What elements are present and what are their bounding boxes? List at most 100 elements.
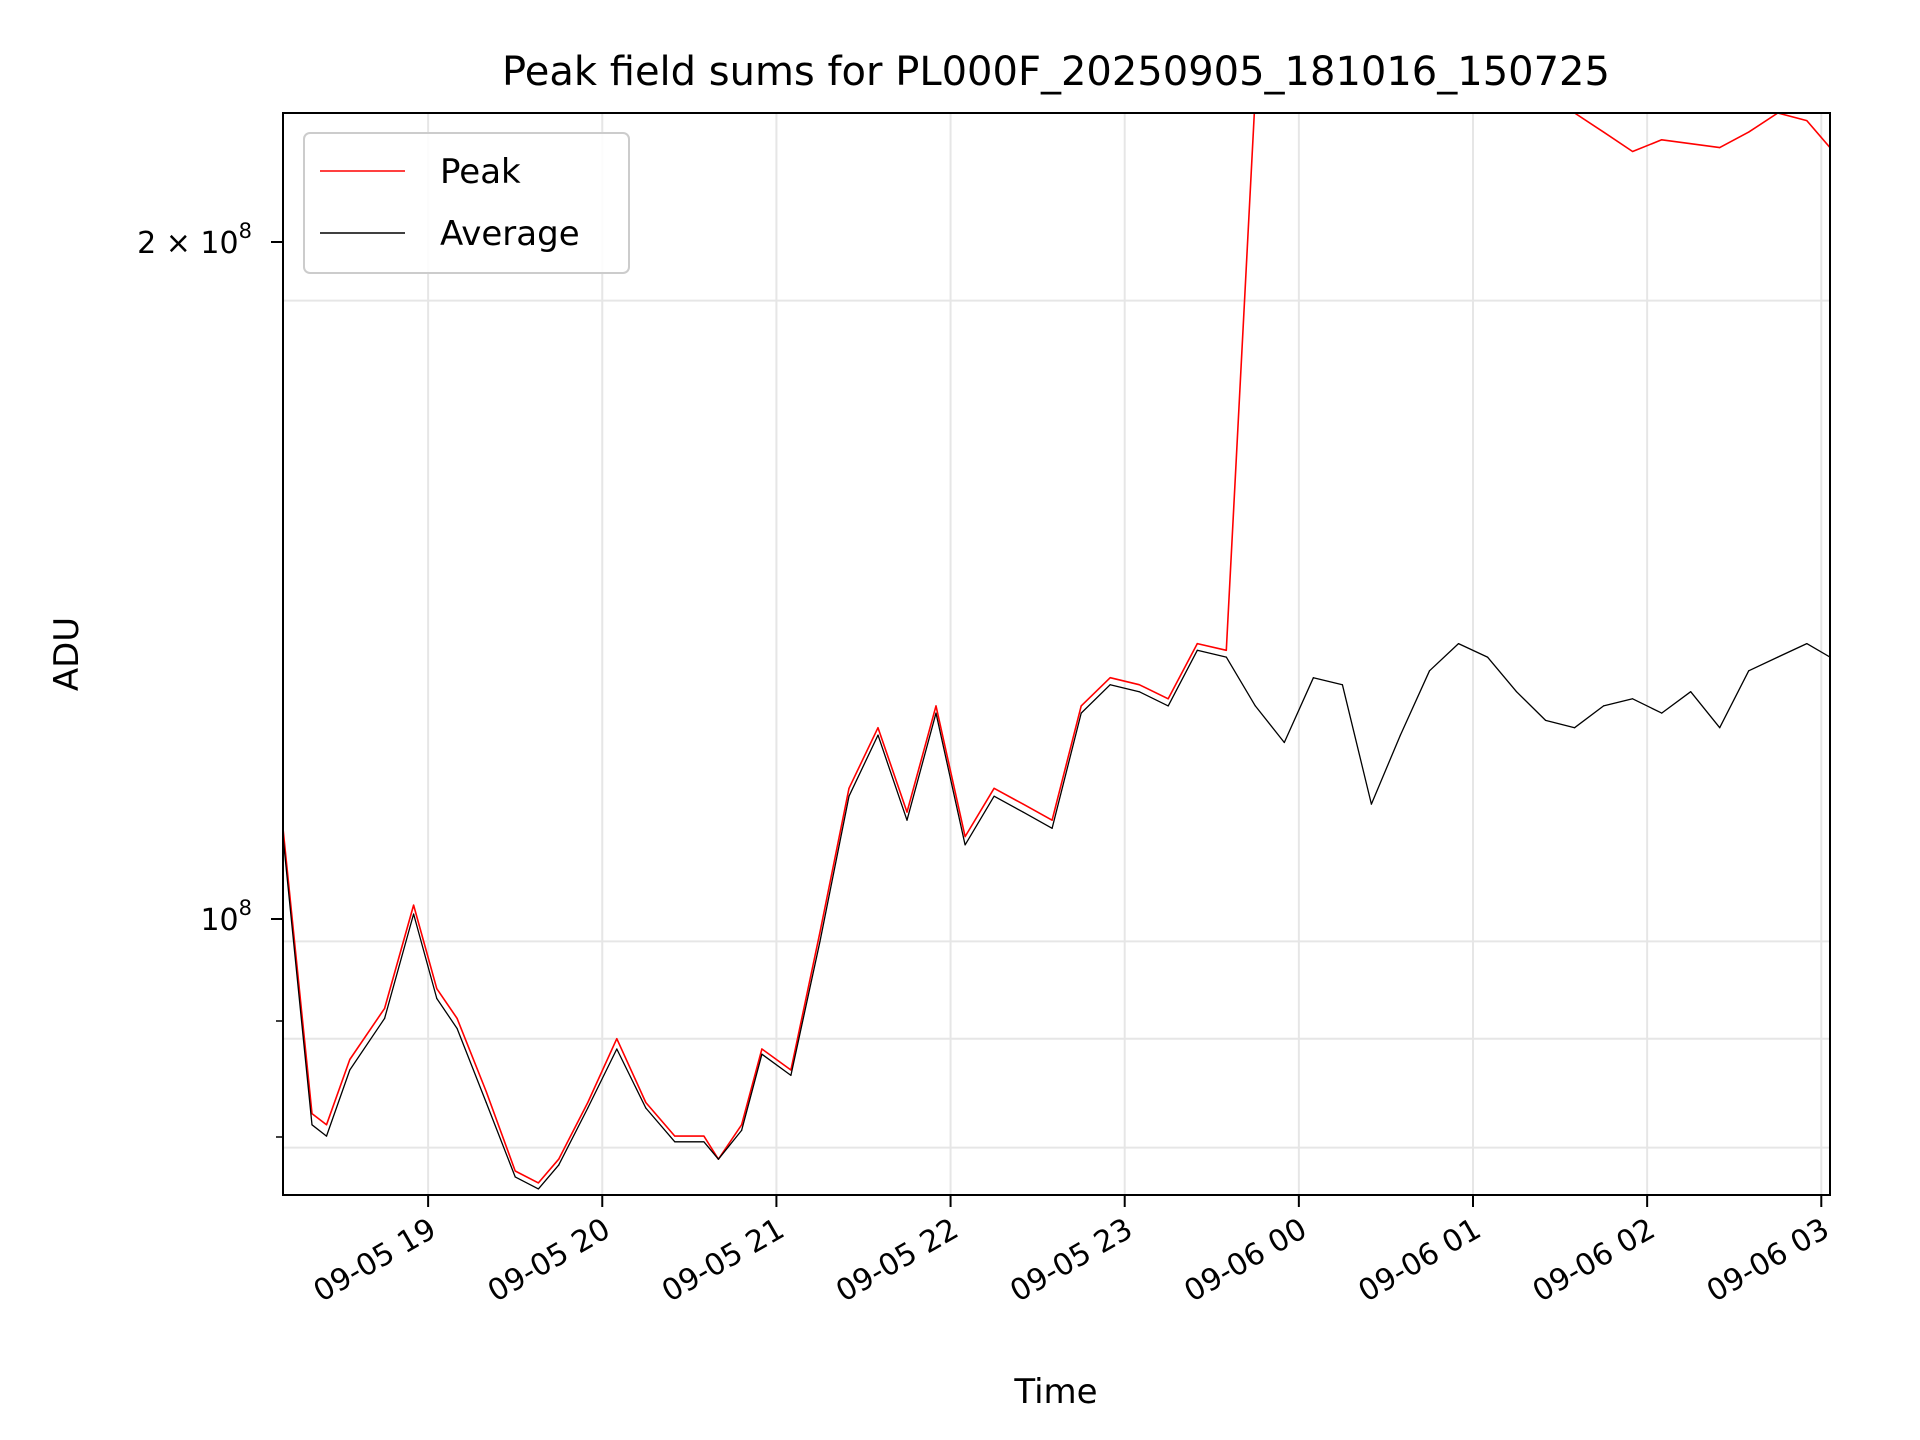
data-point-average-20 bbox=[790, 1074, 792, 1076]
data-point-peak-28 bbox=[1022, 803, 1024, 805]
legend: Peak Average bbox=[303, 132, 630, 274]
y-axis: 108 2 × 108 bbox=[137, 219, 283, 1138]
data-point-average-16 bbox=[703, 1141, 705, 1143]
data-point-peak-24 bbox=[906, 811, 908, 813]
data-point-average-22 bbox=[848, 795, 850, 797]
data-point-average-9 bbox=[514, 1176, 516, 1178]
data-point-peak-22 bbox=[848, 787, 850, 789]
data-point-average-36 bbox=[1254, 705, 1256, 707]
data-point-average-52 bbox=[1719, 727, 1721, 729]
data-point-peak-55 bbox=[1806, 120, 1808, 122]
data-point-average-26 bbox=[964, 844, 966, 846]
legend-box bbox=[303, 132, 630, 274]
data-point-average-27 bbox=[993, 795, 995, 797]
data-point-peak-20 bbox=[790, 1069, 792, 1071]
data-point-peak-26 bbox=[964, 836, 966, 838]
data-point-average-23 bbox=[877, 734, 879, 736]
data-point-average-51 bbox=[1690, 691, 1692, 693]
data-point-average-31 bbox=[1109, 684, 1111, 686]
data-point-peak-2 bbox=[325, 1124, 328, 1126]
data-point-average-17 bbox=[717, 1158, 720, 1160]
data-point-peak-51 bbox=[1690, 143, 1692, 145]
data-point-average-44 bbox=[1486, 656, 1489, 658]
data-point-peak-5 bbox=[413, 904, 415, 906]
data-point-peak-29 bbox=[1051, 819, 1053, 821]
data-point-average-45 bbox=[1515, 691, 1518, 693]
data-point-average-12 bbox=[587, 1107, 589, 1109]
data-point-average-50 bbox=[1661, 712, 1663, 714]
data-point-peak-27 bbox=[993, 787, 995, 789]
series-peak bbox=[283, 113, 1830, 1184]
data-point-peak-33 bbox=[1167, 698, 1169, 700]
data-point-peak-50 bbox=[1661, 139, 1663, 141]
data-point-average-42 bbox=[1428, 670, 1431, 672]
plot-frame bbox=[282, 112, 1831, 1196]
data-point-average-25 bbox=[935, 712, 937, 714]
data-point-peak-31 bbox=[1109, 677, 1111, 679]
data-point-average-33 bbox=[1167, 705, 1169, 707]
data-point-average-47 bbox=[1574, 727, 1576, 729]
data-point-average-37 bbox=[1283, 741, 1285, 744]
data-point-peak-48 bbox=[1603, 131, 1605, 133]
y-tick-label-2e8: 2 × 108 bbox=[137, 219, 252, 261]
data-point-average-14 bbox=[645, 1107, 647, 1109]
data-point-average-4 bbox=[384, 1017, 386, 1020]
grid bbox=[283, 113, 1830, 1195]
data-point-average-5 bbox=[413, 913, 415, 915]
data-point-average-11 bbox=[558, 1164, 560, 1166]
y-tick-label-1e8: 108 bbox=[200, 896, 252, 938]
data-point-average-34 bbox=[1196, 649, 1198, 651]
data-point-average-48 bbox=[1603, 705, 1605, 707]
data-point-peak-6 bbox=[436, 988, 438, 990]
data-point-peak-35 bbox=[1225, 649, 1227, 651]
legend-label-average: Average bbox=[440, 214, 580, 254]
data-point-average-29 bbox=[1051, 827, 1053, 829]
data-point-peak-1 bbox=[311, 1113, 313, 1115]
data-point-peak-16 bbox=[703, 1135, 705, 1137]
data-point-peak-23 bbox=[877, 727, 879, 729]
data-point-average-32 bbox=[1138, 691, 1140, 693]
data-point-average-13 bbox=[616, 1048, 618, 1050]
series-layer bbox=[283, 113, 1830, 1190]
data-point-peak-18 bbox=[741, 1124, 743, 1126]
data-point-peak-19 bbox=[761, 1048, 763, 1050]
data-point-average-30 bbox=[1080, 712, 1082, 714]
data-point-peak-4 bbox=[384, 1007, 386, 1010]
data-point-average-2 bbox=[325, 1135, 328, 1137]
data-point-average-15 bbox=[674, 1141, 676, 1143]
data-point-average-19 bbox=[761, 1053, 763, 1055]
data-point-average-8 bbox=[485, 1101, 487, 1104]
data-point-peak-15 bbox=[674, 1135, 676, 1137]
data-point-peak-34 bbox=[1196, 643, 1198, 645]
chart-title: Peak field sums for PL000F_20250905_1810… bbox=[502, 49, 1610, 95]
y-axis-label: ADU bbox=[47, 617, 87, 691]
data-point-average-3 bbox=[349, 1069, 351, 1071]
data-point-peak-32 bbox=[1138, 684, 1140, 686]
data-point-peak-9 bbox=[514, 1170, 516, 1172]
series-average bbox=[283, 642, 1830, 1190]
data-point-average-1 bbox=[311, 1124, 313, 1126]
data-point-average-49 bbox=[1632, 698, 1634, 700]
data-point-peak-3 bbox=[349, 1058, 351, 1061]
data-point-average-21 bbox=[819, 940, 821, 942]
data-point-average-7 bbox=[456, 1027, 458, 1030]
data-point-average-10 bbox=[537, 1188, 540, 1190]
data-point-peak-53 bbox=[1748, 131, 1750, 133]
data-point-peak-14 bbox=[645, 1101, 647, 1104]
data-point-average-53 bbox=[1748, 670, 1750, 672]
data-point-peak-13 bbox=[616, 1038, 618, 1040]
data-point-average-43 bbox=[1457, 643, 1460, 645]
legend-label-peak: Peak bbox=[440, 152, 521, 192]
data-point-average-6 bbox=[436, 997, 438, 1000]
data-point-average-28 bbox=[1022, 811, 1024, 813]
data-point-peak-12 bbox=[587, 1101, 589, 1104]
data-point-average-40 bbox=[1370, 803, 1372, 805]
data-point-average-41 bbox=[1399, 734, 1401, 736]
data-point-average-54 bbox=[1777, 656, 1779, 658]
data-point-average-46 bbox=[1545, 719, 1547, 722]
data-point-average-24 bbox=[906, 819, 908, 821]
data-point-average-18 bbox=[741, 1129, 743, 1131]
data-point-peak-25 bbox=[935, 705, 937, 707]
data-point-peak-30 bbox=[1080, 705, 1082, 707]
